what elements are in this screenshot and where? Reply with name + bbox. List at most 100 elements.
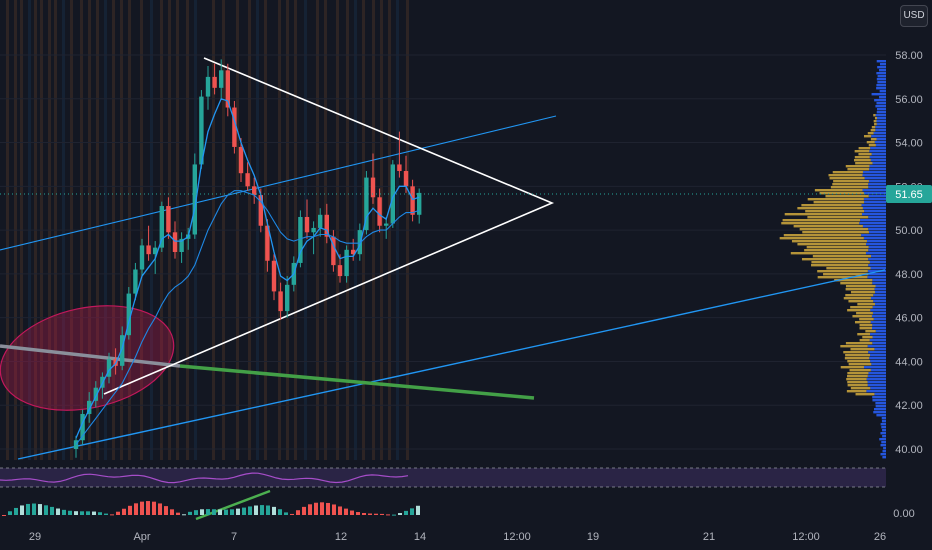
candle-body: [126, 293, 131, 336]
vp-sell-bar: [859, 318, 874, 321]
candle-body: [192, 164, 197, 235]
macd-bar: [38, 504, 42, 515]
vp-buy-bar: [872, 312, 886, 315]
candle-body: [417, 192, 422, 215]
macd-bar: [242, 507, 246, 515]
vp-buy-bar: [867, 381, 886, 384]
macd-bar: [98, 512, 102, 515]
vp-buy-bar: [874, 393, 886, 396]
macd-bar: [104, 513, 108, 515]
time-tick-label: 19: [587, 531, 599, 543]
vp-sell-bar: [833, 180, 869, 183]
grid-lines: [0, 54, 886, 450]
green-trend-line[interactable]: [179, 364, 535, 400]
vp-sell-bar: [856, 312, 873, 315]
price-tick-label: 42.00: [895, 400, 923, 412]
vp-buy-bar: [880, 444, 886, 447]
vp-sell-bar: [853, 159, 871, 162]
candle-body: [278, 291, 283, 312]
macd-bar: [80, 511, 84, 515]
vp-buy-bar: [871, 153, 886, 156]
macd-bar: [236, 508, 240, 515]
vp-buy-bar: [863, 201, 886, 204]
vp-sell-bar: [781, 222, 860, 225]
vp-buy-bar: [866, 243, 886, 246]
vp-sell-bar: [850, 306, 873, 309]
candle-body: [153, 247, 158, 255]
candle-body: [146, 245, 151, 255]
candle-body: [384, 223, 389, 226]
vp-sell-bar: [859, 327, 872, 330]
candle-body: [238, 146, 244, 174]
vp-sell-bar: [847, 168, 870, 171]
vp-buy-bar: [870, 159, 886, 162]
vp-buy-bar: [872, 279, 886, 282]
last-price-marker: 51.65: [0, 185, 932, 203]
vp-sell-bar: [859, 324, 873, 327]
candle-body: [87, 400, 92, 414]
vp-sell-bar: [791, 240, 867, 243]
macd-bar: [344, 508, 348, 515]
vp-buy-bar: [876, 84, 886, 87]
vp-buy-bar: [874, 99, 886, 102]
vp-buy-bar: [872, 336, 886, 339]
vp-buy-bar: [877, 75, 886, 78]
vp-buy-bar: [867, 345, 886, 348]
candle-body: [351, 249, 356, 255]
vp-buy-bar: [872, 342, 886, 345]
triangle-pattern[interactable]: [103, 57, 555, 395]
candle-body: [324, 214, 329, 237]
vp-buy-bar: [865, 252, 886, 255]
macd-bar: [296, 510, 300, 515]
vp-buy-bar: [862, 207, 886, 210]
vp-buy-bar: [877, 117, 886, 120]
vp-buy-bar: [876, 72, 886, 75]
time-tick-label: 12:00: [792, 531, 820, 543]
vp-sell-bar: [813, 201, 864, 204]
vp-sell-bar: [867, 132, 874, 135]
vp-sell-bar: [807, 198, 864, 201]
macd-bar: [8, 511, 12, 515]
vp-sell-bar: [854, 321, 871, 324]
candle-body: [205, 76, 211, 97]
vp-sell-bar: [848, 300, 874, 303]
vp-buy-bar: [872, 306, 886, 309]
price-tick-label: 46.00: [895, 313, 923, 325]
macd-bar: [398, 513, 402, 515]
channel-upper-line[interactable]: [0, 115, 557, 251]
vp-buy-bar: [864, 177, 886, 180]
vp-buy-bar: [877, 81, 886, 84]
macd-bar: [314, 502, 318, 515]
macd-bar: [368, 513, 372, 515]
macd-bar: [92, 511, 96, 515]
macd-bar: [32, 503, 36, 515]
candle-body: [106, 359, 112, 377]
vp-buy-bar: [868, 249, 886, 252]
vp-buy-bar: [882, 456, 886, 459]
candle-body: [364, 177, 369, 231]
price-tick-label: 48.00: [895, 269, 923, 281]
time-axis[interactable]: 29 Apr 7 12 14 12:00 19 21 12:00 26: [29, 531, 886, 543]
vp-sell-bar: [834, 279, 873, 282]
vp-sell-bar: [840, 282, 873, 285]
vp-buy-bar: [873, 318, 886, 321]
currency-badge[interactable]: USD: [900, 5, 928, 27]
vp-buy-bar: [883, 447, 886, 450]
vp-buy-bar: [863, 198, 886, 201]
vp-buy-bar: [869, 168, 886, 171]
candle-body: [80, 413, 85, 441]
vp-sell-bar: [855, 393, 875, 396]
vp-sell-bar: [828, 174, 863, 177]
vp-sell-bar: [801, 204, 862, 207]
vp-buy-bar: [861, 204, 886, 207]
macd-bar: [410, 508, 414, 515]
support-trend-line[interactable]: [17, 269, 886, 460]
vp-buy-bar: [863, 366, 886, 369]
gray-trend-line[interactable]: [0, 344, 181, 368]
vp-sell-bar: [849, 369, 871, 372]
macd-bar: [74, 511, 78, 515]
oscillator-zero-label: 0.00: [893, 508, 914, 520]
vp-sell-bar: [783, 234, 862, 237]
vp-sell-bar: [819, 192, 864, 195]
